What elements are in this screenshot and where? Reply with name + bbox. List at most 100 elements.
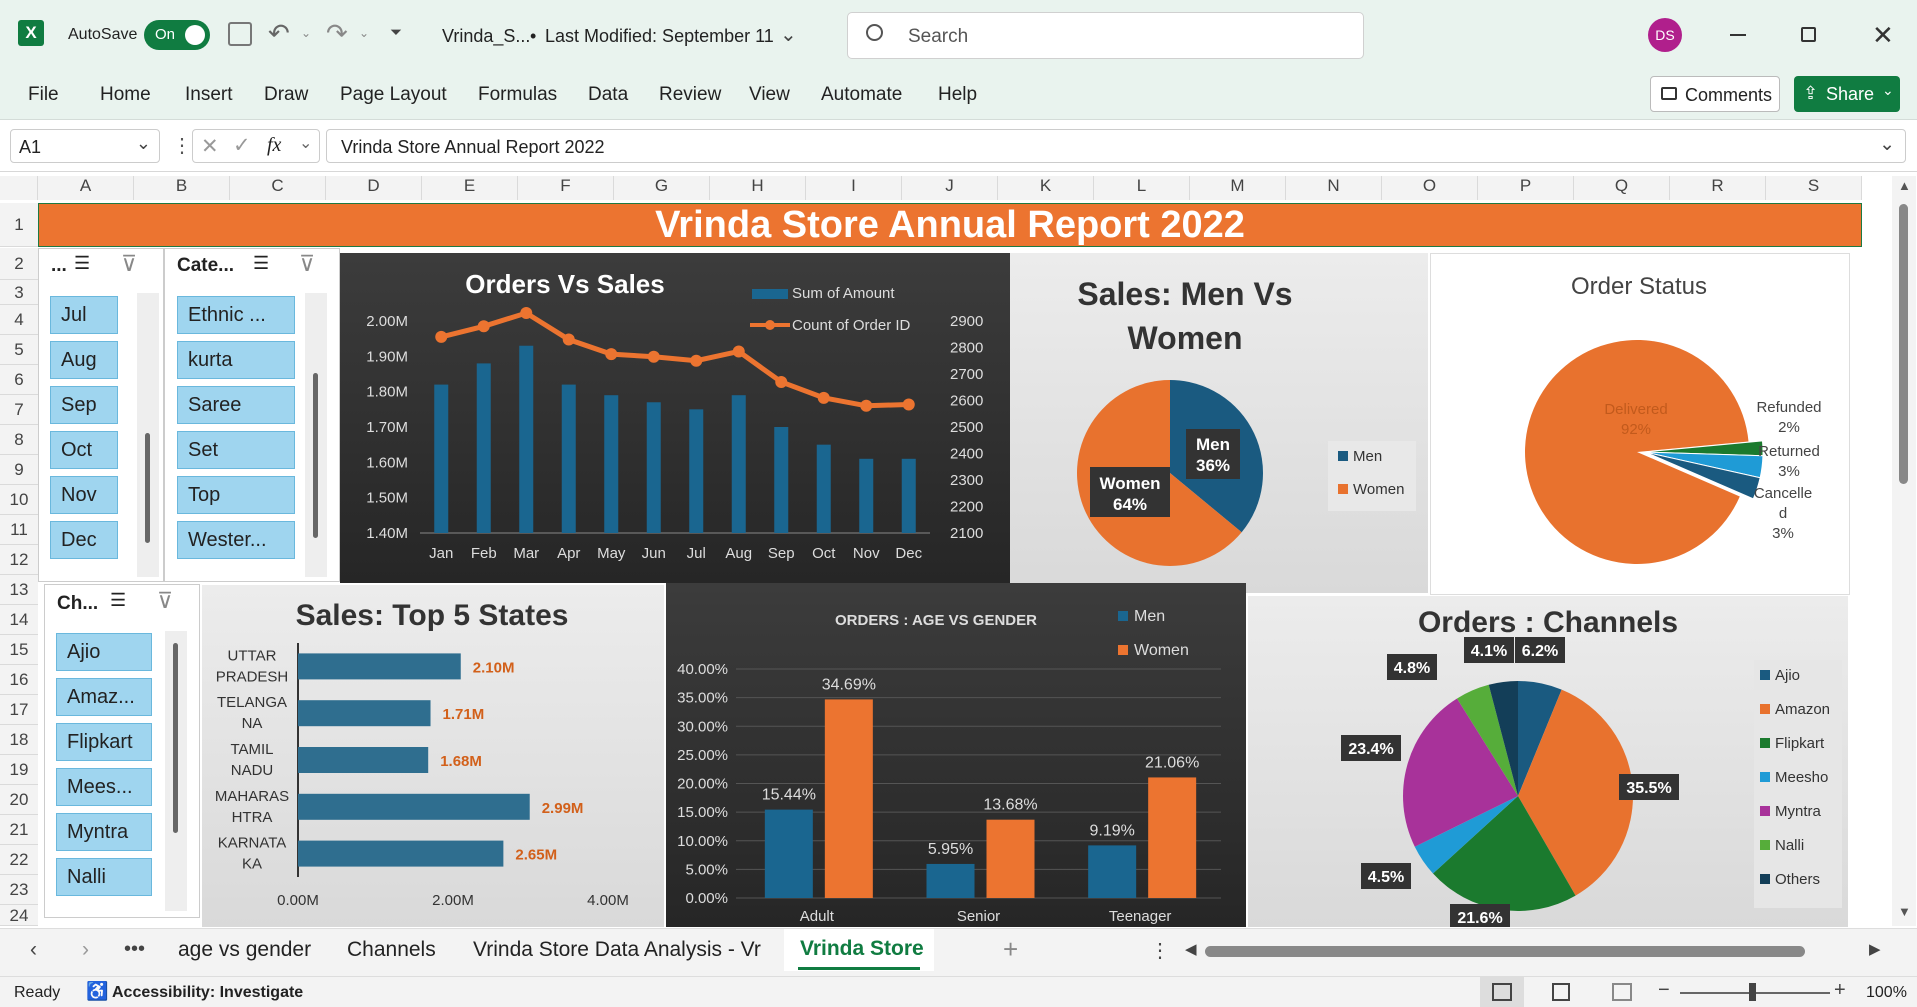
row-header-11[interactable]: 11 bbox=[0, 515, 38, 545]
column-header-k[interactable]: K bbox=[998, 176, 1094, 200]
redo-icon[interactable]: ↷ bbox=[326, 18, 348, 48]
column-header-i[interactable]: I bbox=[806, 176, 902, 200]
share-button[interactable]: ⇪ Share ⌄ bbox=[1794, 76, 1900, 112]
more-options-icon[interactable]: ⋮ bbox=[1150, 940, 1170, 962]
autosave-toggle[interactable]: On bbox=[144, 20, 210, 50]
column-header-b[interactable]: B bbox=[134, 176, 230, 200]
chevron-down-icon[interactable]: ⌄ bbox=[299, 135, 313, 152]
clear-filter-icon[interactable]: ⊽ bbox=[157, 588, 174, 613]
row-header-5[interactable]: 5 bbox=[0, 335, 38, 365]
multi-select-icon[interactable]: ☰ bbox=[74, 253, 91, 273]
slicer-channel-item[interactable]: Myntra bbox=[56, 813, 152, 851]
slicer-month-item[interactable]: Oct bbox=[50, 431, 118, 469]
slicer-month-item[interactable]: Jul bbox=[50, 296, 118, 334]
slicer-month-item[interactable]: Dec bbox=[50, 521, 118, 559]
orders-age-vs-gender-chart[interactable]: ORDERS : AGE VS GENDER Men Women 40.00% 35.0… bbox=[666, 583, 1246, 927]
slicer-month-item[interactable]: Aug bbox=[50, 341, 118, 379]
column-header-h[interactable]: H bbox=[710, 176, 806, 200]
tab-age-vs-gender[interactable]: age vs gender bbox=[178, 938, 312, 961]
sales-men-vs-women-chart[interactable]: Sales: Men Vs Women Men 36% Women 64% Men Women bbox=[1010, 253, 1428, 593]
slicer-scrollbar[interactable] bbox=[165, 631, 187, 911]
undo-dropdown-icon[interactable]: ⌄ bbox=[301, 26, 312, 40]
column-header-n[interactable]: N bbox=[1286, 176, 1382, 200]
scroll-thumb[interactable] bbox=[1205, 946, 1805, 957]
slicer-category-item[interactable]: Top bbox=[177, 476, 295, 514]
tab-vrinda-store-active[interactable]: Vrinda Store bbox=[784, 929, 934, 971]
scroll-thumb[interactable] bbox=[145, 433, 150, 543]
row-header-2[interactable]: 2 bbox=[0, 248, 38, 280]
zoom-out-icon[interactable]: − bbox=[1658, 979, 1670, 1001]
more-sheets-icon[interactable]: ••• bbox=[124, 938, 146, 960]
tab-insert[interactable]: Insert bbox=[185, 84, 233, 105]
clear-filter-icon[interactable]: ⊽ bbox=[121, 251, 138, 276]
row-header-22[interactable]: 22 bbox=[0, 845, 38, 875]
row-header-15[interactable]: 15 bbox=[0, 635, 38, 665]
tab-file[interactable]: File bbox=[28, 84, 59, 105]
slicer-category-item[interactable]: Set bbox=[177, 431, 295, 469]
row-header-6[interactable]: 6 bbox=[0, 365, 38, 395]
slicer-month-item[interactable]: Nov bbox=[50, 476, 118, 514]
customize-toolbar-icon[interactable]: ⏷ bbox=[390, 24, 403, 41]
column-header-m[interactable]: M bbox=[1190, 176, 1286, 200]
column-header-d[interactable]: D bbox=[326, 176, 422, 200]
column-header-p[interactable]: P bbox=[1478, 176, 1574, 200]
enter-icon[interactable]: ✓ bbox=[233, 134, 251, 157]
column-header-e[interactable]: E bbox=[422, 176, 518, 200]
horizontal-scrollbar[interactable]: ◀ ▶ bbox=[1185, 940, 1885, 962]
scroll-thumb[interactable] bbox=[313, 373, 318, 538]
row-header-21[interactable]: 21 bbox=[0, 815, 38, 845]
slicer-channel-item[interactable]: Mees... bbox=[56, 768, 152, 806]
minimize-icon[interactable] bbox=[1730, 34, 1746, 36]
normal-view-icon[interactable] bbox=[1480, 977, 1524, 1007]
avatar[interactable]: DS bbox=[1648, 18, 1682, 52]
multi-select-icon[interactable]: ☰ bbox=[110, 590, 127, 610]
page-break-view-icon[interactable] bbox=[1612, 983, 1632, 1001]
scroll-thumb[interactable] bbox=[173, 643, 178, 833]
row-header-10[interactable]: 10 bbox=[0, 485, 38, 515]
slicer-channel-item[interactable]: Flipkart bbox=[56, 723, 152, 761]
add-sheet-icon[interactable]: + bbox=[1003, 934, 1019, 964]
column-header-c[interactable]: C bbox=[230, 176, 326, 200]
slicer-scrollbar[interactable] bbox=[305, 293, 327, 577]
prev-sheet-icon[interactable]: ‹ bbox=[30, 938, 37, 961]
next-sheet-icon[interactable]: › bbox=[82, 938, 89, 961]
expand-formula-icon[interactable]: ⌄ bbox=[1879, 134, 1895, 155]
tab-help[interactable]: Help bbox=[938, 84, 978, 105]
redo-dropdown-icon[interactable]: ⌄ bbox=[359, 26, 370, 40]
tab-draw[interactable]: Draw bbox=[264, 84, 309, 105]
slicer-category-item[interactable]: Wester... bbox=[177, 521, 295, 559]
column-header-r[interactable]: R bbox=[1670, 176, 1766, 200]
row-header-8[interactable]: 8 bbox=[0, 425, 38, 455]
formula-input[interactable]: Vrinda Store Annual Report 2022 ⌄ bbox=[326, 129, 1906, 163]
multi-select-icon[interactable]: ☰ bbox=[253, 253, 270, 273]
more-icon[interactable]: ⋮ bbox=[172, 135, 192, 157]
tab-page-layout[interactable]: Page Layout bbox=[340, 84, 447, 105]
column-header-a[interactable]: A bbox=[38, 176, 134, 200]
column-header-g[interactable]: G bbox=[614, 176, 710, 200]
row-header-23[interactable]: 23 bbox=[0, 875, 38, 905]
zoom-level[interactable]: 100% bbox=[1866, 984, 1907, 1001]
select-all-corner[interactable] bbox=[0, 176, 38, 200]
orders-channels-chart[interactable]: Orders : Channels 6.2% 35.5% 21.6% 4.5% 23.4%… bbox=[1248, 596, 1848, 927]
slicer-month-item[interactable]: Sep bbox=[50, 386, 118, 424]
restore-icon[interactable] bbox=[1801, 27, 1816, 42]
column-header-o[interactable]: O bbox=[1382, 176, 1478, 200]
column-header-l[interactable]: L bbox=[1094, 176, 1190, 200]
zoom-in-icon[interactable]: + bbox=[1834, 979, 1846, 1001]
close-icon[interactable]: ✕ bbox=[1872, 20, 1894, 50]
comments-button[interactable]: Comments bbox=[1650, 76, 1780, 112]
accessibility-status[interactable]: Accessibility: Investigate bbox=[112, 984, 304, 1001]
scroll-left-icon[interactable]: ◀ bbox=[1185, 941, 1197, 958]
accessibility-icon[interactable]: ♿ bbox=[86, 981, 109, 1001]
chevron-down-icon[interactable]: ⌄ bbox=[780, 24, 797, 46]
column-header-j[interactable]: J bbox=[902, 176, 998, 200]
file-name[interactable]: Vrinda_S... bbox=[442, 26, 531, 46]
scroll-thumb[interactable] bbox=[1899, 204, 1908, 484]
tab-channels[interactable]: Channels bbox=[347, 938, 436, 961]
column-header-f[interactable]: F bbox=[518, 176, 614, 200]
row-header-12[interactable]: 12 bbox=[0, 545, 38, 575]
sales-top-5-states-chart[interactable]: Sales: Top 5 States 2.10M UTTAR PRADESH 1.71… bbox=[202, 585, 664, 927]
orders-vs-sales-chart[interactable]: Orders Vs Sales Sum of Amount Count of Ord… bbox=[340, 253, 1010, 583]
order-status-chart[interactable]: Order Status Delivered 92% Refunded 2% Return… bbox=[1430, 253, 1850, 595]
row-header-13[interactable]: 13 bbox=[0, 575, 38, 605]
